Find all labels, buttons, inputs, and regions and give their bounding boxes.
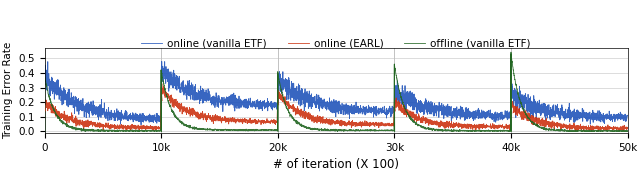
online (vanilla ETF) [137,124,145,126]
online (EARL) [464,125,472,127]
online (vanilla ETF) [291,94,298,96]
offline (vanilla ETF) [291,118,298,120]
online (vanilla ETF) [623,115,631,117]
online (EARL) [623,127,631,129]
X-axis label: # of iteration (X 100): # of iteration (X 100) [273,158,399,171]
online (EARL) [318,116,326,118]
online (EARL) [588,130,596,132]
online (EARL) [41,98,49,100]
offline (vanilla ETF) [577,129,585,131]
online (EARL) [291,108,298,110]
online (EARL) [606,126,614,128]
Line: online (EARL): online (EARL) [45,84,627,131]
online (vanilla ETF) [577,115,585,117]
Y-axis label: Training Error Rate: Training Error Rate [3,42,13,139]
online (vanilla ETF) [158,60,166,62]
Line: online (vanilla ETF): online (vanilla ETF) [45,61,627,125]
online (vanilla ETF) [286,86,294,88]
offline (vanilla ETF) [507,51,515,53]
offline (vanilla ETF) [318,128,326,130]
online (vanilla ETF) [465,111,472,113]
Line: offline (vanilla ETF): offline (vanilla ETF) [45,52,627,132]
online (EARL) [285,107,293,109]
offline (vanilla ETF) [464,130,472,132]
offline (vanilla ETF) [285,112,293,114]
online (EARL) [577,125,584,127]
offline (vanilla ETF) [606,129,614,131]
online (vanilla ETF) [606,116,614,118]
online (vanilla ETF) [318,100,326,102]
offline (vanilla ETF) [623,130,631,132]
online (vanilla ETF) [41,76,49,78]
offline (vanilla ETF) [96,130,104,133]
online (EARL) [158,83,166,85]
Legend: online (vanilla ETF), online (EARL), offline (vanilla ETF): online (vanilla ETF), online (EARL), off… [137,34,535,53]
offline (vanilla ETF) [41,76,49,78]
